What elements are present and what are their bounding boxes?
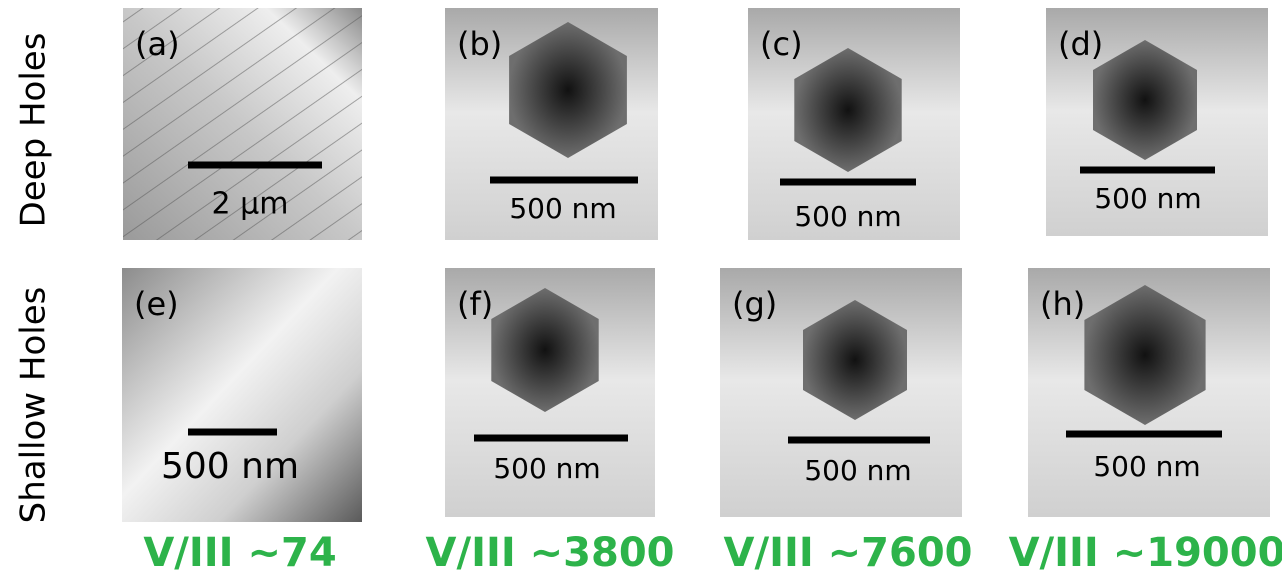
column-caption: V/III ~74: [143, 530, 336, 576]
row-label: Shallow Holes: [14, 287, 54, 524]
figure: Deep Holes Shallow Holes (a) 2 µm (b) 500 n…: [0, 0, 1282, 579]
panel-label: (b): [457, 25, 502, 63]
column-caption: V/III ~19000: [1009, 530, 1282, 576]
panel-label: (g): [732, 285, 777, 323]
row-label: Deep Holes: [14, 33, 54, 228]
panel-label: (c): [760, 25, 803, 63]
scale-label: 500 nm: [794, 200, 901, 233]
scale-label: 500 nm: [1094, 182, 1201, 215]
panel-label: (h): [1040, 285, 1085, 323]
column-caption: V/III ~3800: [426, 530, 675, 576]
scale-label: 500 nm: [1093, 450, 1200, 483]
panel-label: (a): [135, 25, 180, 63]
scale-label: 2 µm: [212, 187, 289, 222]
panels: (a) 2 µm (b) 500 nm (c) 500 nm (d) 500 nm (e) 500…: [122, 8, 1282, 576]
panel-label: (e): [134, 285, 179, 323]
panel-label: (d): [1058, 25, 1103, 63]
scale-label: 500 nm: [804, 454, 911, 487]
scale-label: 500 nm: [493, 452, 600, 485]
scale-label: 500 nm: [161, 446, 299, 487]
panel-label: (f): [457, 285, 493, 323]
column-caption: V/III ~7600: [724, 530, 973, 576]
scale-label: 500 nm: [509, 192, 616, 225]
